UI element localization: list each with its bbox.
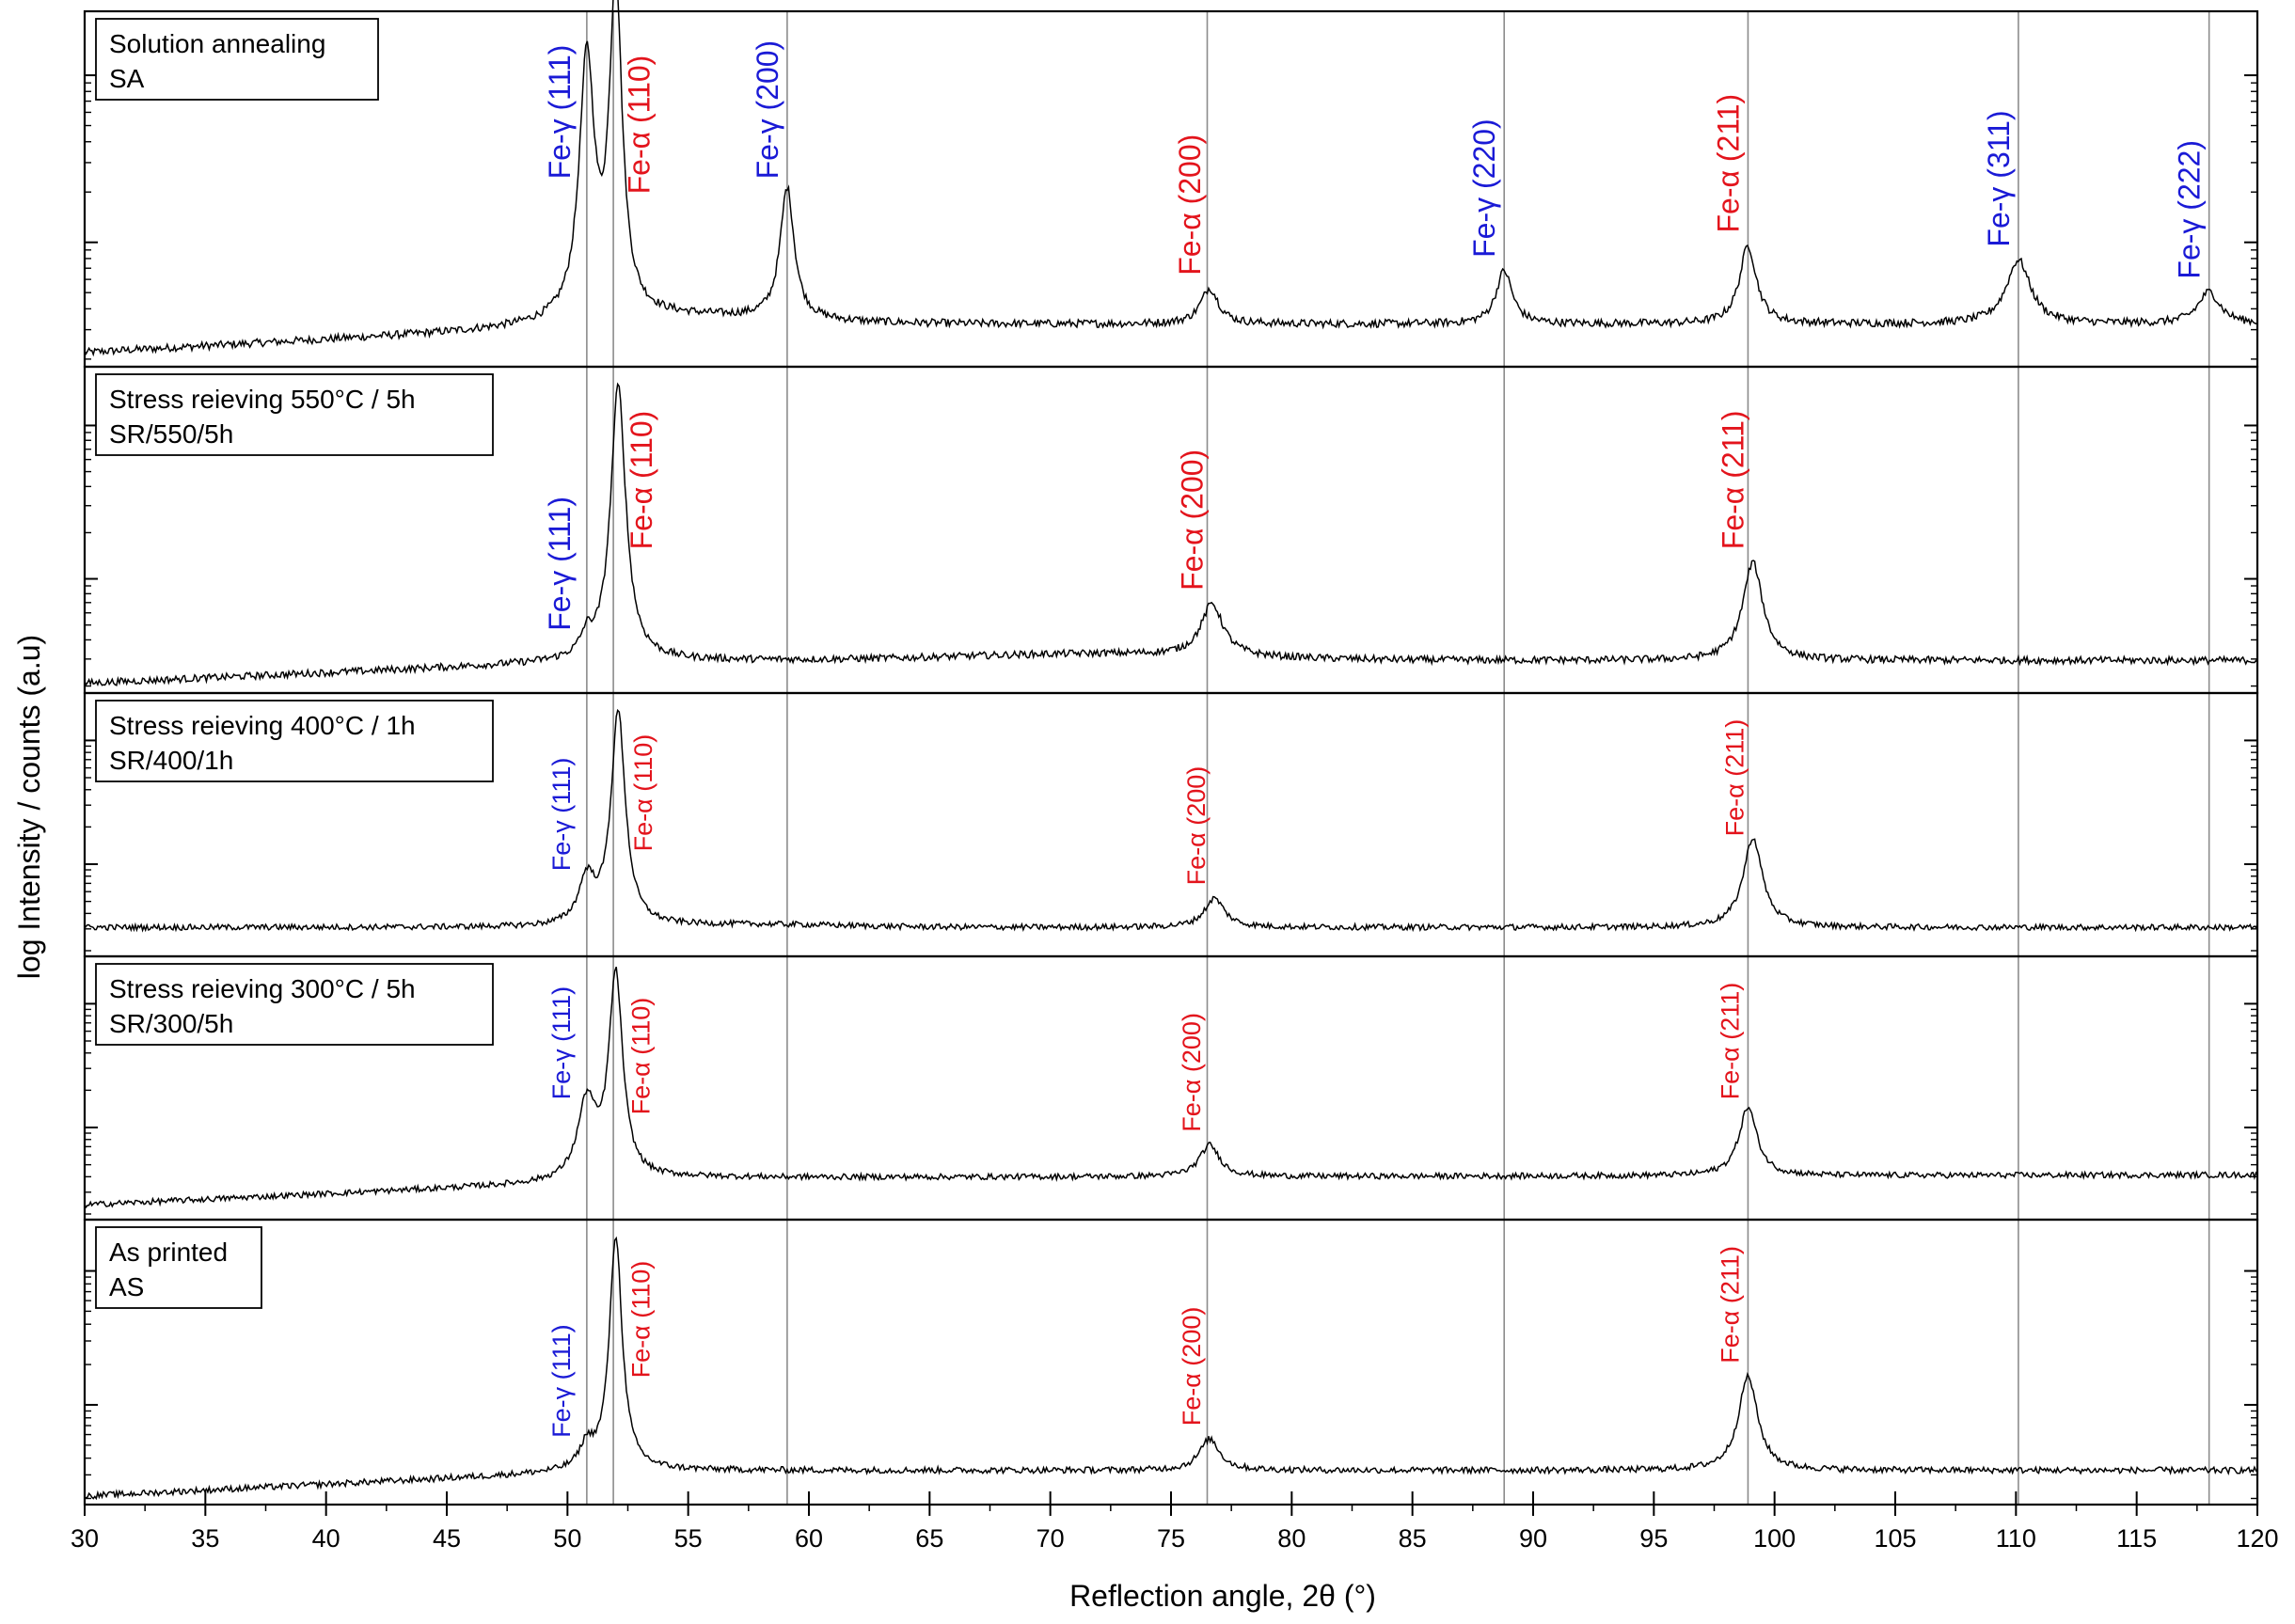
legend-line: Stress reieving 300°C / 5h	[109, 974, 416, 1003]
peak-label: Fe-α (211)	[1716, 1246, 1744, 1364]
peak-label: Fe-α (200)	[1173, 134, 1207, 276]
peak-label: Fe-γ (111)	[547, 986, 576, 1100]
peak-label: Fe-γ (222)	[2173, 140, 2207, 279]
peak-label: Fe-γ (311)	[1982, 110, 2016, 246]
x-tick-label: 115	[2116, 1524, 2157, 1553]
x-tick-label: 65	[915, 1524, 943, 1553]
x-tick-label: 60	[795, 1524, 823, 1553]
panel-SR550: Stress reieving 550°C / 5h SR/550/5h Fe-γ …	[83, 365, 2259, 695]
peak-label: Fe-α (110)	[629, 734, 657, 852]
legend-line: SR/550/5h	[109, 419, 233, 449]
legend-frame	[95, 18, 379, 101]
peak-label: Fe-α (110)	[625, 411, 658, 550]
x-tick-label: 75	[1157, 1524, 1185, 1553]
peak-label: Fe-γ (220)	[1467, 118, 1501, 258]
xrd-pattern-SR400	[84, 708, 2258, 933]
legend-line: SR/300/5h	[109, 1009, 233, 1038]
x-tick-label: 45	[433, 1524, 461, 1553]
x-tick-label: 40	[312, 1524, 340, 1553]
x-tick-label: 50	[553, 1524, 581, 1553]
peak-label: Fe-α (110)	[627, 998, 656, 1115]
x-tick-label: 100	[1753, 1524, 1796, 1553]
legend-box: Stress reieving 300°C / 5h SR/300/5h	[95, 963, 494, 1046]
x-tick-label: 70	[1037, 1524, 1065, 1553]
peak-label: Fe-α (200)	[1176, 449, 1210, 591]
x-tick-label: 35	[191, 1524, 219, 1553]
peak-label: Fe-α (211)	[1717, 410, 1750, 549]
legend-frame	[95, 963, 494, 1046]
peak-label: Fe-γ (111)	[547, 1324, 576, 1438]
legend-frame	[95, 700, 494, 782]
x-tick-label: 30	[71, 1524, 99, 1553]
x-tick-label: 120	[2236, 1524, 2278, 1553]
panel-frame	[83, 9, 2259, 369]
panel-SR300: Stress reieving 300°C / 5h SR/300/5h Fe-γ …	[83, 954, 2259, 1222]
peak-label: Fe-α (110)	[623, 55, 657, 195]
peak-label: Fe-α (110)	[627, 1261, 656, 1379]
peak-label: Fe-α (200)	[1178, 1307, 1206, 1427]
x-tick-label: 90	[1519, 1524, 1547, 1553]
x-tick-label: 110	[1996, 1524, 2036, 1553]
peak-label: Fe-γ (111)	[543, 497, 577, 631]
legend-box: Stress reieving 550°C / 5h SR/550/5h	[95, 373, 494, 456]
legend-frame	[95, 1226, 262, 1309]
peak-label: Fe-α (200)	[1182, 766, 1211, 886]
xrd-pattern-AS	[84, 1236, 2258, 1501]
legend-frame	[95, 373, 494, 456]
x-tick-label: 95	[1639, 1524, 1668, 1553]
x-tick-label: 55	[674, 1524, 703, 1553]
x-tick-label: 80	[1277, 1524, 1306, 1553]
legend-line: AS	[109, 1272, 144, 1301]
y-axis-title: log Intensity / counts (a.u)	[12, 635, 46, 979]
x-axis-title: Reflection angle, 2θ (°)	[1069, 1579, 1376, 1613]
legend-line: As printed	[109, 1238, 228, 1267]
legend-line: SA	[109, 64, 145, 93]
panel-SA: Solution annealing SA Fe-γ (111) Fe-α (110)…	[83, 0, 2259, 369]
xrd-pattern-SR300	[84, 966, 2258, 1209]
peak-label: Fe-γ (111)	[547, 758, 576, 872]
panel-SR400: Stress reieving 400°C / 1h SR/400/1h Fe-γ …	[83, 691, 2259, 958]
x-tick-label: 85	[1399, 1524, 1427, 1553]
panel-AS: As printed AS Fe-γ (111) Fe-α (110) Fe-α (20…	[83, 1218, 2259, 1506]
peak-label: Fe-α (200)	[1178, 1013, 1206, 1132]
xrd-pattern-SA	[84, 0, 2258, 357]
legend-line: SR/400/1h	[109, 746, 233, 775]
peak-label: Fe-γ (200)	[751, 40, 784, 180]
xrd-pattern-SR550	[84, 382, 2258, 687]
legend-box: Solution annealing SA	[95, 18, 379, 101]
x-tick-label: 105	[1874, 1524, 1916, 1553]
legend-box: Stress reieving 400°C / 1h SR/400/1h	[95, 700, 494, 782]
legend-line: Solution annealing	[109, 29, 325, 58]
legend-line: Stress reieving 400°C / 1h	[109, 711, 416, 740]
peak-label: Fe-α (211)	[1716, 983, 1744, 1100]
peak-label: Fe-α (211)	[1721, 719, 1749, 837]
legend-box: As printed AS	[95, 1226, 262, 1309]
panel-frame	[83, 1218, 2259, 1506]
peak-label: Fe-α (211)	[1711, 94, 1745, 233]
legend-line: Stress reieving 550°C / 5h	[109, 385, 416, 414]
peak-label: Fe-γ (111)	[543, 45, 577, 180]
plot-layer: Solution annealing SA Fe-γ (111) Fe-α (110)…	[71, 0, 2279, 1553]
